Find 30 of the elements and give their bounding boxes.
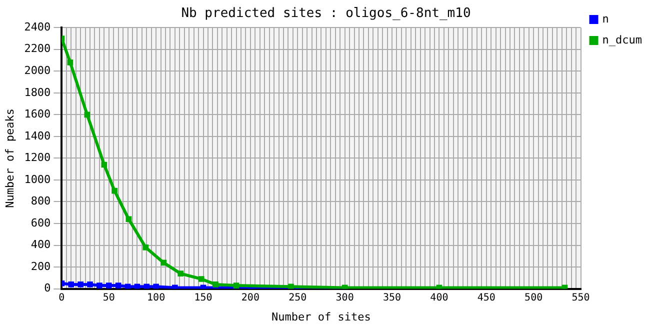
x-tick-label: 550 <box>572 292 590 304</box>
y-tick-label: 2000 <box>24 64 51 77</box>
y-tick-label: 2400 <box>24 20 51 34</box>
y-tick-label: 200 <box>30 260 51 273</box>
x-tick-label: 50 <box>102 292 115 304</box>
y-tick-label: 2200 <box>24 42 51 56</box>
x-tick-label: 300 <box>336 292 354 304</box>
y-axis-title: Number of peaks <box>3 108 16 208</box>
x-tick-label: 450 <box>477 292 496 304</box>
y-tick-label: 0 <box>44 282 51 295</box>
x-tick-label: 350 <box>382 292 402 304</box>
legend-label: n_dcum <box>602 33 642 46</box>
x-tick-label: 250 <box>288 292 307 304</box>
y-tick-label: 1200 <box>24 151 51 164</box>
x-tick-label: 0 <box>58 292 65 304</box>
x-tick-label: 100 <box>147 292 166 304</box>
x-tick-label: 200 <box>241 292 260 304</box>
y-tick-label: 600 <box>30 216 51 230</box>
y-tick-label: 1000 <box>24 172 51 186</box>
y-tick-label: 1600 <box>24 108 51 121</box>
x-tick-label: 150 <box>194 292 212 304</box>
chart-title: Nb predicted sites : oligos_6-8nt_m10 <box>181 6 471 22</box>
x-tick-label: 400 <box>430 292 448 304</box>
y-tick-label: 400 <box>30 238 51 252</box>
y-tick-label: 800 <box>30 194 51 208</box>
y-tick-label: 1400 <box>24 129 51 142</box>
y-tick-label: 1800 <box>24 86 51 99</box>
x-tick-label: 500 <box>524 292 543 304</box>
x-axis-title: Number of sites <box>272 310 371 324</box>
legend-label: n <box>602 12 609 26</box>
